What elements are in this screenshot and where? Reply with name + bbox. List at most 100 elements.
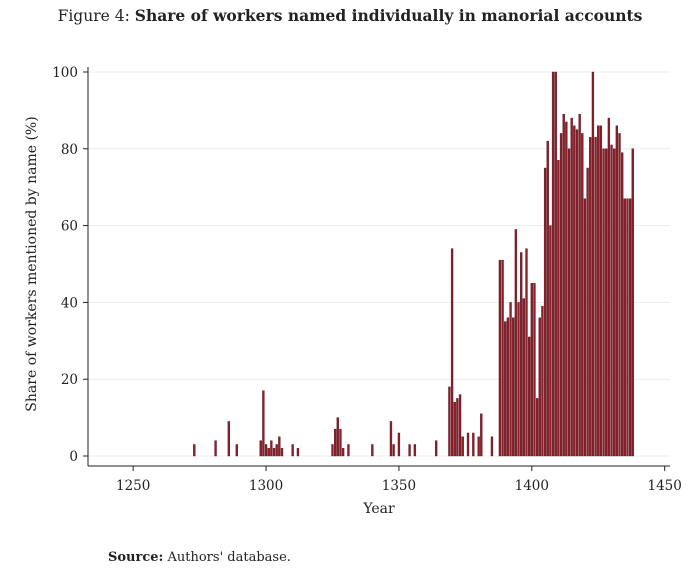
bar bbox=[535, 398, 539, 457]
bar bbox=[456, 398, 459, 457]
bar bbox=[214, 440, 217, 457]
bar bbox=[525, 248, 528, 457]
ticks: 0 20 40 60 80 100 1250 1300 1350 1400 1450 bbox=[52, 65, 682, 494]
source-text: Authors' database. bbox=[167, 550, 291, 565]
bar bbox=[339, 428, 342, 457]
bar bbox=[275, 444, 278, 457]
y-tick-label: 100 bbox=[52, 65, 78, 81]
bar bbox=[262, 390, 265, 457]
bar bbox=[615, 125, 619, 457]
y-axis-label: Share of workers mentioned by name (%) bbox=[24, 116, 40, 411]
bar bbox=[538, 317, 541, 457]
bar bbox=[450, 248, 454, 457]
bar bbox=[565, 121, 568, 457]
bar bbox=[578, 114, 581, 457]
bar bbox=[599, 125, 603, 457]
bar bbox=[278, 436, 281, 457]
x-axis-label: Year bbox=[362, 501, 395, 517]
bar bbox=[272, 448, 276, 457]
bar bbox=[533, 283, 536, 457]
bar bbox=[504, 321, 507, 457]
bar bbox=[575, 129, 579, 457]
bar bbox=[333, 428, 337, 457]
bar bbox=[392, 444, 395, 457]
bar bbox=[554, 71, 557, 457]
bar bbox=[621, 152, 624, 457]
bar bbox=[559, 133, 563, 457]
bar bbox=[541, 306, 544, 457]
figure-title-text: Share of workers named individually in m… bbox=[134, 6, 643, 25]
bar bbox=[581, 133, 584, 457]
bar bbox=[267, 448, 270, 457]
figure-title: Figure 4: Share of workers named individ… bbox=[0, 6, 700, 25]
bar bbox=[227, 421, 231, 457]
bar bbox=[501, 259, 504, 457]
x-tick-label: 1450 bbox=[648, 478, 682, 494]
bar bbox=[331, 444, 334, 457]
bar bbox=[413, 444, 417, 457]
bar bbox=[389, 421, 393, 457]
bar bbox=[509, 302, 512, 457]
y-tick-label: 40 bbox=[61, 295, 78, 311]
bar bbox=[270, 440, 273, 457]
y-tick-label: 0 bbox=[69, 449, 78, 465]
source-note: Source: Authors' database. bbox=[108, 550, 291, 565]
bar bbox=[589, 137, 592, 457]
bar bbox=[397, 432, 401, 457]
bar bbox=[235, 444, 238, 457]
bars bbox=[193, 71, 634, 457]
bar bbox=[546, 140, 549, 457]
bar bbox=[597, 125, 600, 457]
bar bbox=[466, 432, 470, 457]
gridlines bbox=[88, 71, 670, 457]
bar bbox=[618, 133, 621, 457]
bar bbox=[610, 144, 613, 457]
bar bbox=[623, 198, 626, 457]
x-tick-label: 1300 bbox=[249, 478, 283, 494]
bar bbox=[613, 148, 616, 457]
bar bbox=[562, 114, 565, 457]
bar bbox=[434, 440, 438, 457]
bar bbox=[512, 317, 515, 457]
bar bbox=[347, 444, 350, 457]
bar bbox=[570, 117, 573, 457]
bar bbox=[193, 444, 196, 457]
bar bbox=[477, 436, 480, 457]
bar bbox=[626, 198, 629, 457]
y-tick-label: 80 bbox=[61, 142, 78, 158]
bar bbox=[527, 336, 531, 457]
bar bbox=[522, 298, 525, 457]
bar bbox=[458, 394, 462, 457]
bar bbox=[448, 386, 451, 457]
bar bbox=[514, 229, 518, 457]
bar bbox=[517, 302, 520, 457]
bar bbox=[586, 167, 589, 457]
y-tick-label: 20 bbox=[61, 372, 78, 388]
bar bbox=[557, 160, 560, 457]
bar bbox=[607, 117, 611, 457]
bar bbox=[520, 252, 523, 457]
bar bbox=[567, 148, 571, 457]
bar bbox=[264, 444, 268, 457]
bar bbox=[408, 444, 411, 457]
bar bbox=[631, 148, 634, 457]
x-tick-label: 1250 bbox=[116, 478, 150, 494]
bar bbox=[280, 448, 284, 457]
bar bbox=[628, 198, 632, 457]
figure-label: Figure 4: bbox=[57, 7, 130, 25]
bar bbox=[461, 436, 464, 457]
bar bbox=[296, 448, 300, 457]
bar bbox=[583, 198, 587, 457]
x-tick-label: 1400 bbox=[515, 478, 549, 494]
bar bbox=[291, 444, 294, 457]
bar bbox=[591, 71, 595, 457]
bar bbox=[453, 402, 456, 457]
bar bbox=[259, 440, 262, 457]
bar bbox=[490, 436, 494, 457]
bar bbox=[341, 448, 345, 457]
bar bbox=[573, 125, 576, 457]
bar bbox=[549, 225, 552, 457]
bar bbox=[336, 417, 339, 457]
bar bbox=[472, 432, 475, 457]
